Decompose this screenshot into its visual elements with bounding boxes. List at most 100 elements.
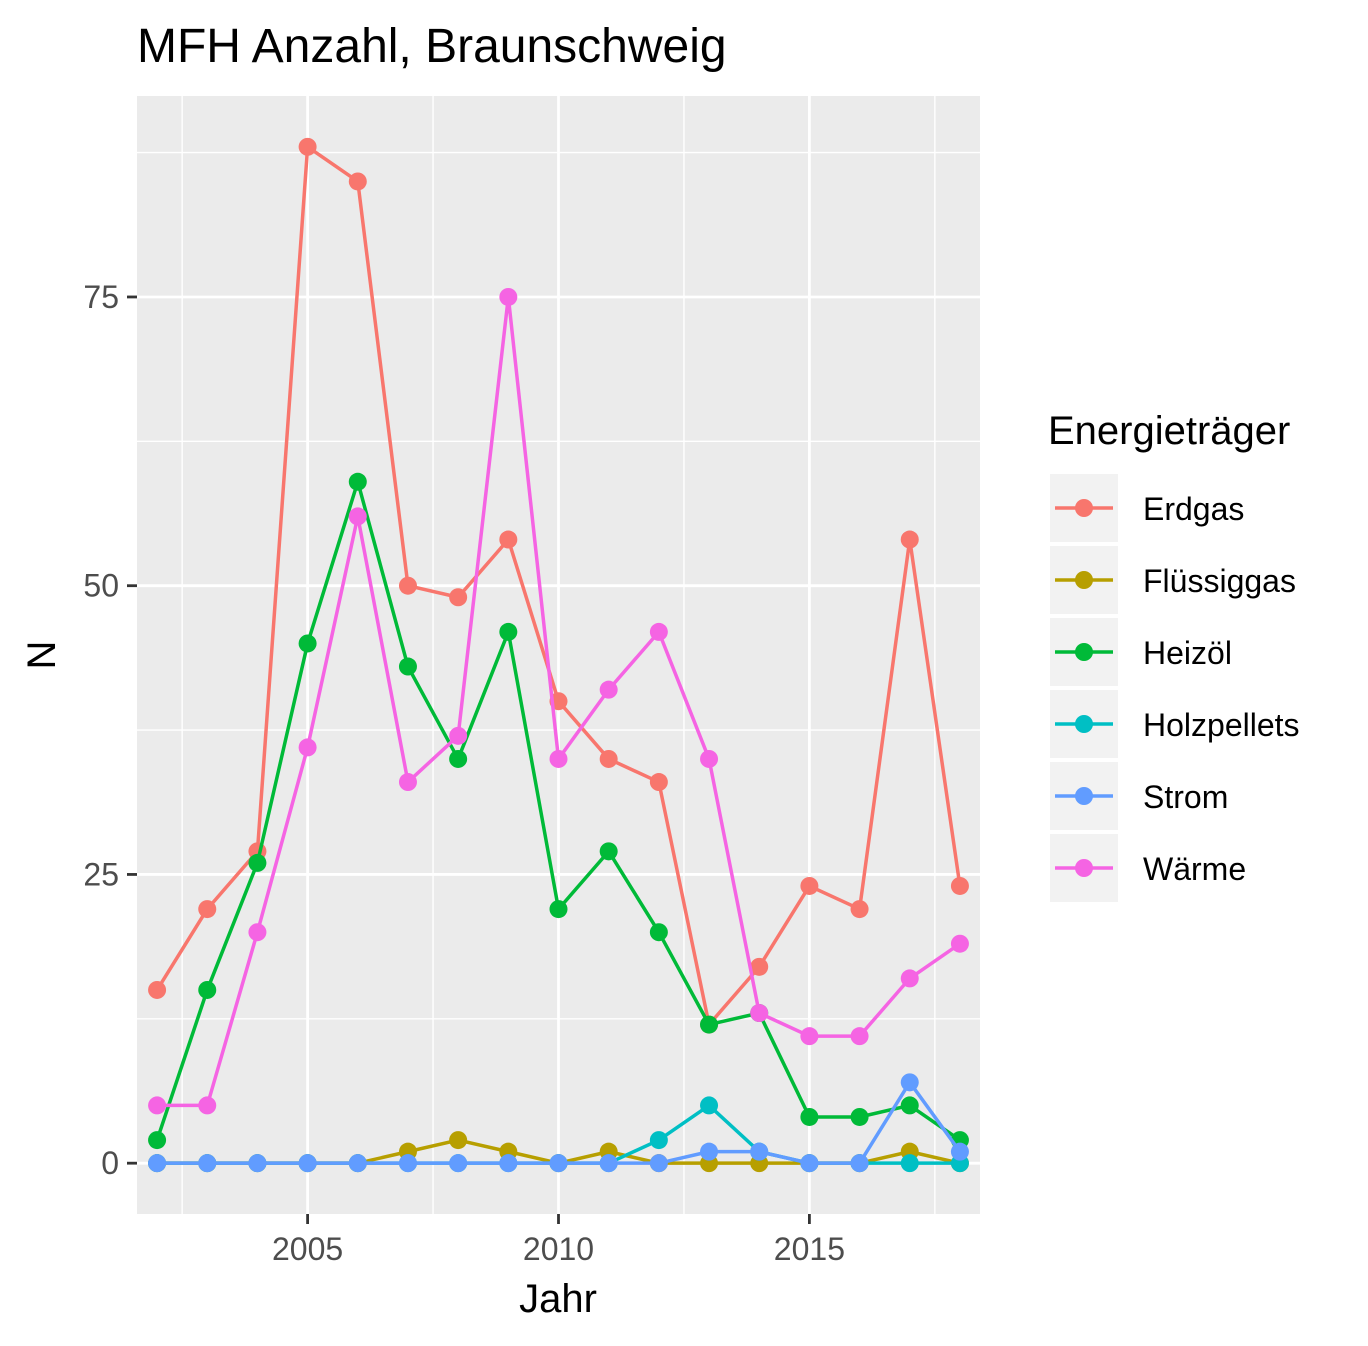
x-tick-label: 2010 [523, 1231, 594, 1267]
x-tick-label: 2005 [272, 1231, 343, 1267]
data-point-holzpellets [649, 1131, 668, 1150]
legend-key-point [1075, 715, 1093, 733]
legend-label: Heizöl [1143, 635, 1232, 671]
data-point-warme [198, 1096, 217, 1115]
legend-label: Holzpellets [1143, 707, 1300, 743]
data-point-erdgas [499, 530, 518, 549]
data-point-warme [348, 507, 367, 526]
data-point-heizol [900, 1096, 919, 1115]
data-point-warme [298, 738, 317, 757]
data-point-strom [499, 1154, 518, 1173]
data-point-erdgas [800, 876, 819, 895]
data-point-warme [750, 1004, 769, 1023]
legend-label: Wärme [1143, 851, 1246, 887]
data-point-erdgas [449, 588, 468, 607]
legend-label: Erdgas [1143, 491, 1244, 527]
data-point-heizol [499, 622, 518, 641]
legend-item-strom: Strom [1050, 762, 1228, 830]
data-point-erdgas [398, 576, 417, 595]
series-warme [148, 287, 969, 1115]
data-point-heizol [398, 657, 417, 676]
legend-item-heizol: Heizöl [1050, 618, 1232, 686]
data-point-heizol [800, 1107, 819, 1126]
data-point-strom [449, 1154, 468, 1173]
data-point-warme [649, 622, 668, 641]
data-point-heizol [348, 472, 367, 491]
legend-item-flussiggas: Flüssiggas [1050, 546, 1296, 614]
data-point-heizol [248, 853, 267, 872]
data-point-heizol [850, 1107, 869, 1126]
data-point-warme [398, 773, 417, 792]
data-point-erdgas [148, 980, 167, 999]
data-point-heizol [148, 1131, 167, 1150]
data-point-strom [248, 1154, 267, 1173]
data-point-warme [148, 1096, 167, 1115]
chart-title: MFH Anzahl, Braunschweig [137, 20, 727, 73]
legend-label: Strom [1143, 779, 1228, 815]
data-point-erdgas [750, 957, 769, 976]
data-point-strom [750, 1142, 769, 1161]
series-strom [148, 1073, 969, 1173]
data-point-strom [148, 1154, 167, 1173]
data-point-warme [248, 923, 267, 942]
data-point-erdgas [900, 530, 919, 549]
y-axis-title: N [20, 641, 64, 670]
data-point-strom [549, 1154, 568, 1173]
legend-key-point [1075, 499, 1093, 517]
data-point-erdgas [298, 137, 317, 156]
data-point-heizol [298, 634, 317, 653]
series-heizol [148, 472, 969, 1150]
legend-key-point [1075, 787, 1093, 805]
y-tick-label: 50 [83, 568, 119, 604]
data-point-strom [850, 1154, 869, 1173]
data-point-flussiggas [449, 1131, 468, 1150]
data-point-holzpellets [700, 1096, 719, 1115]
y-tick-label: 75 [83, 279, 119, 315]
data-point-warme [449, 726, 468, 745]
legend-item-erdgas: Erdgas [1050, 474, 1244, 542]
data-point-strom [198, 1154, 217, 1173]
data-point-strom [950, 1142, 969, 1161]
data-point-strom [800, 1154, 819, 1173]
data-point-warme [900, 969, 919, 988]
data-point-warme [800, 1027, 819, 1046]
data-point-erdgas [348, 172, 367, 191]
legend-key-point [1075, 571, 1093, 589]
x-axis: 2005 2010 2015 [272, 1214, 845, 1267]
legend-item-warme: Wärme [1050, 834, 1246, 902]
data-point-warme [599, 680, 618, 699]
data-point-heizol [549, 900, 568, 919]
series-layer [148, 137, 969, 1173]
legend-item-holzpellets: Holzpellets [1050, 690, 1300, 758]
y-axis: 0 25 50 75 [83, 279, 137, 1181]
y-tick-label: 25 [83, 856, 119, 892]
data-point-erdgas [649, 773, 668, 792]
data-point-holzpellets [900, 1154, 919, 1173]
data-point-warme [850, 1027, 869, 1046]
legend: Energieträger Erdgas Flüssiggas Heizöl Holz… [1048, 409, 1300, 902]
y-tick-label: 0 [101, 1145, 119, 1181]
data-point-heizol [700, 1015, 719, 1034]
x-tick-label: 2015 [774, 1231, 845, 1267]
data-point-strom [900, 1073, 919, 1092]
data-point-erdgas [599, 749, 618, 768]
data-point-strom [700, 1142, 719, 1161]
data-point-erdgas [850, 900, 869, 919]
data-point-warme [700, 749, 719, 768]
legend-title: Energieträger [1048, 409, 1290, 453]
data-point-strom [649, 1154, 668, 1173]
data-point-heizol [198, 980, 217, 999]
data-point-heizol [599, 842, 618, 861]
data-point-strom [398, 1154, 417, 1173]
data-point-strom [298, 1154, 317, 1173]
data-point-strom [599, 1154, 618, 1173]
data-point-warme [499, 287, 518, 306]
data-point-strom [348, 1154, 367, 1173]
data-point-warme [549, 749, 568, 768]
legend-key-point [1075, 859, 1093, 877]
x-axis-title: Jahr [519, 1277, 597, 1321]
data-point-heizol [649, 923, 668, 942]
data-point-warme [950, 934, 969, 953]
data-point-erdgas [198, 900, 217, 919]
